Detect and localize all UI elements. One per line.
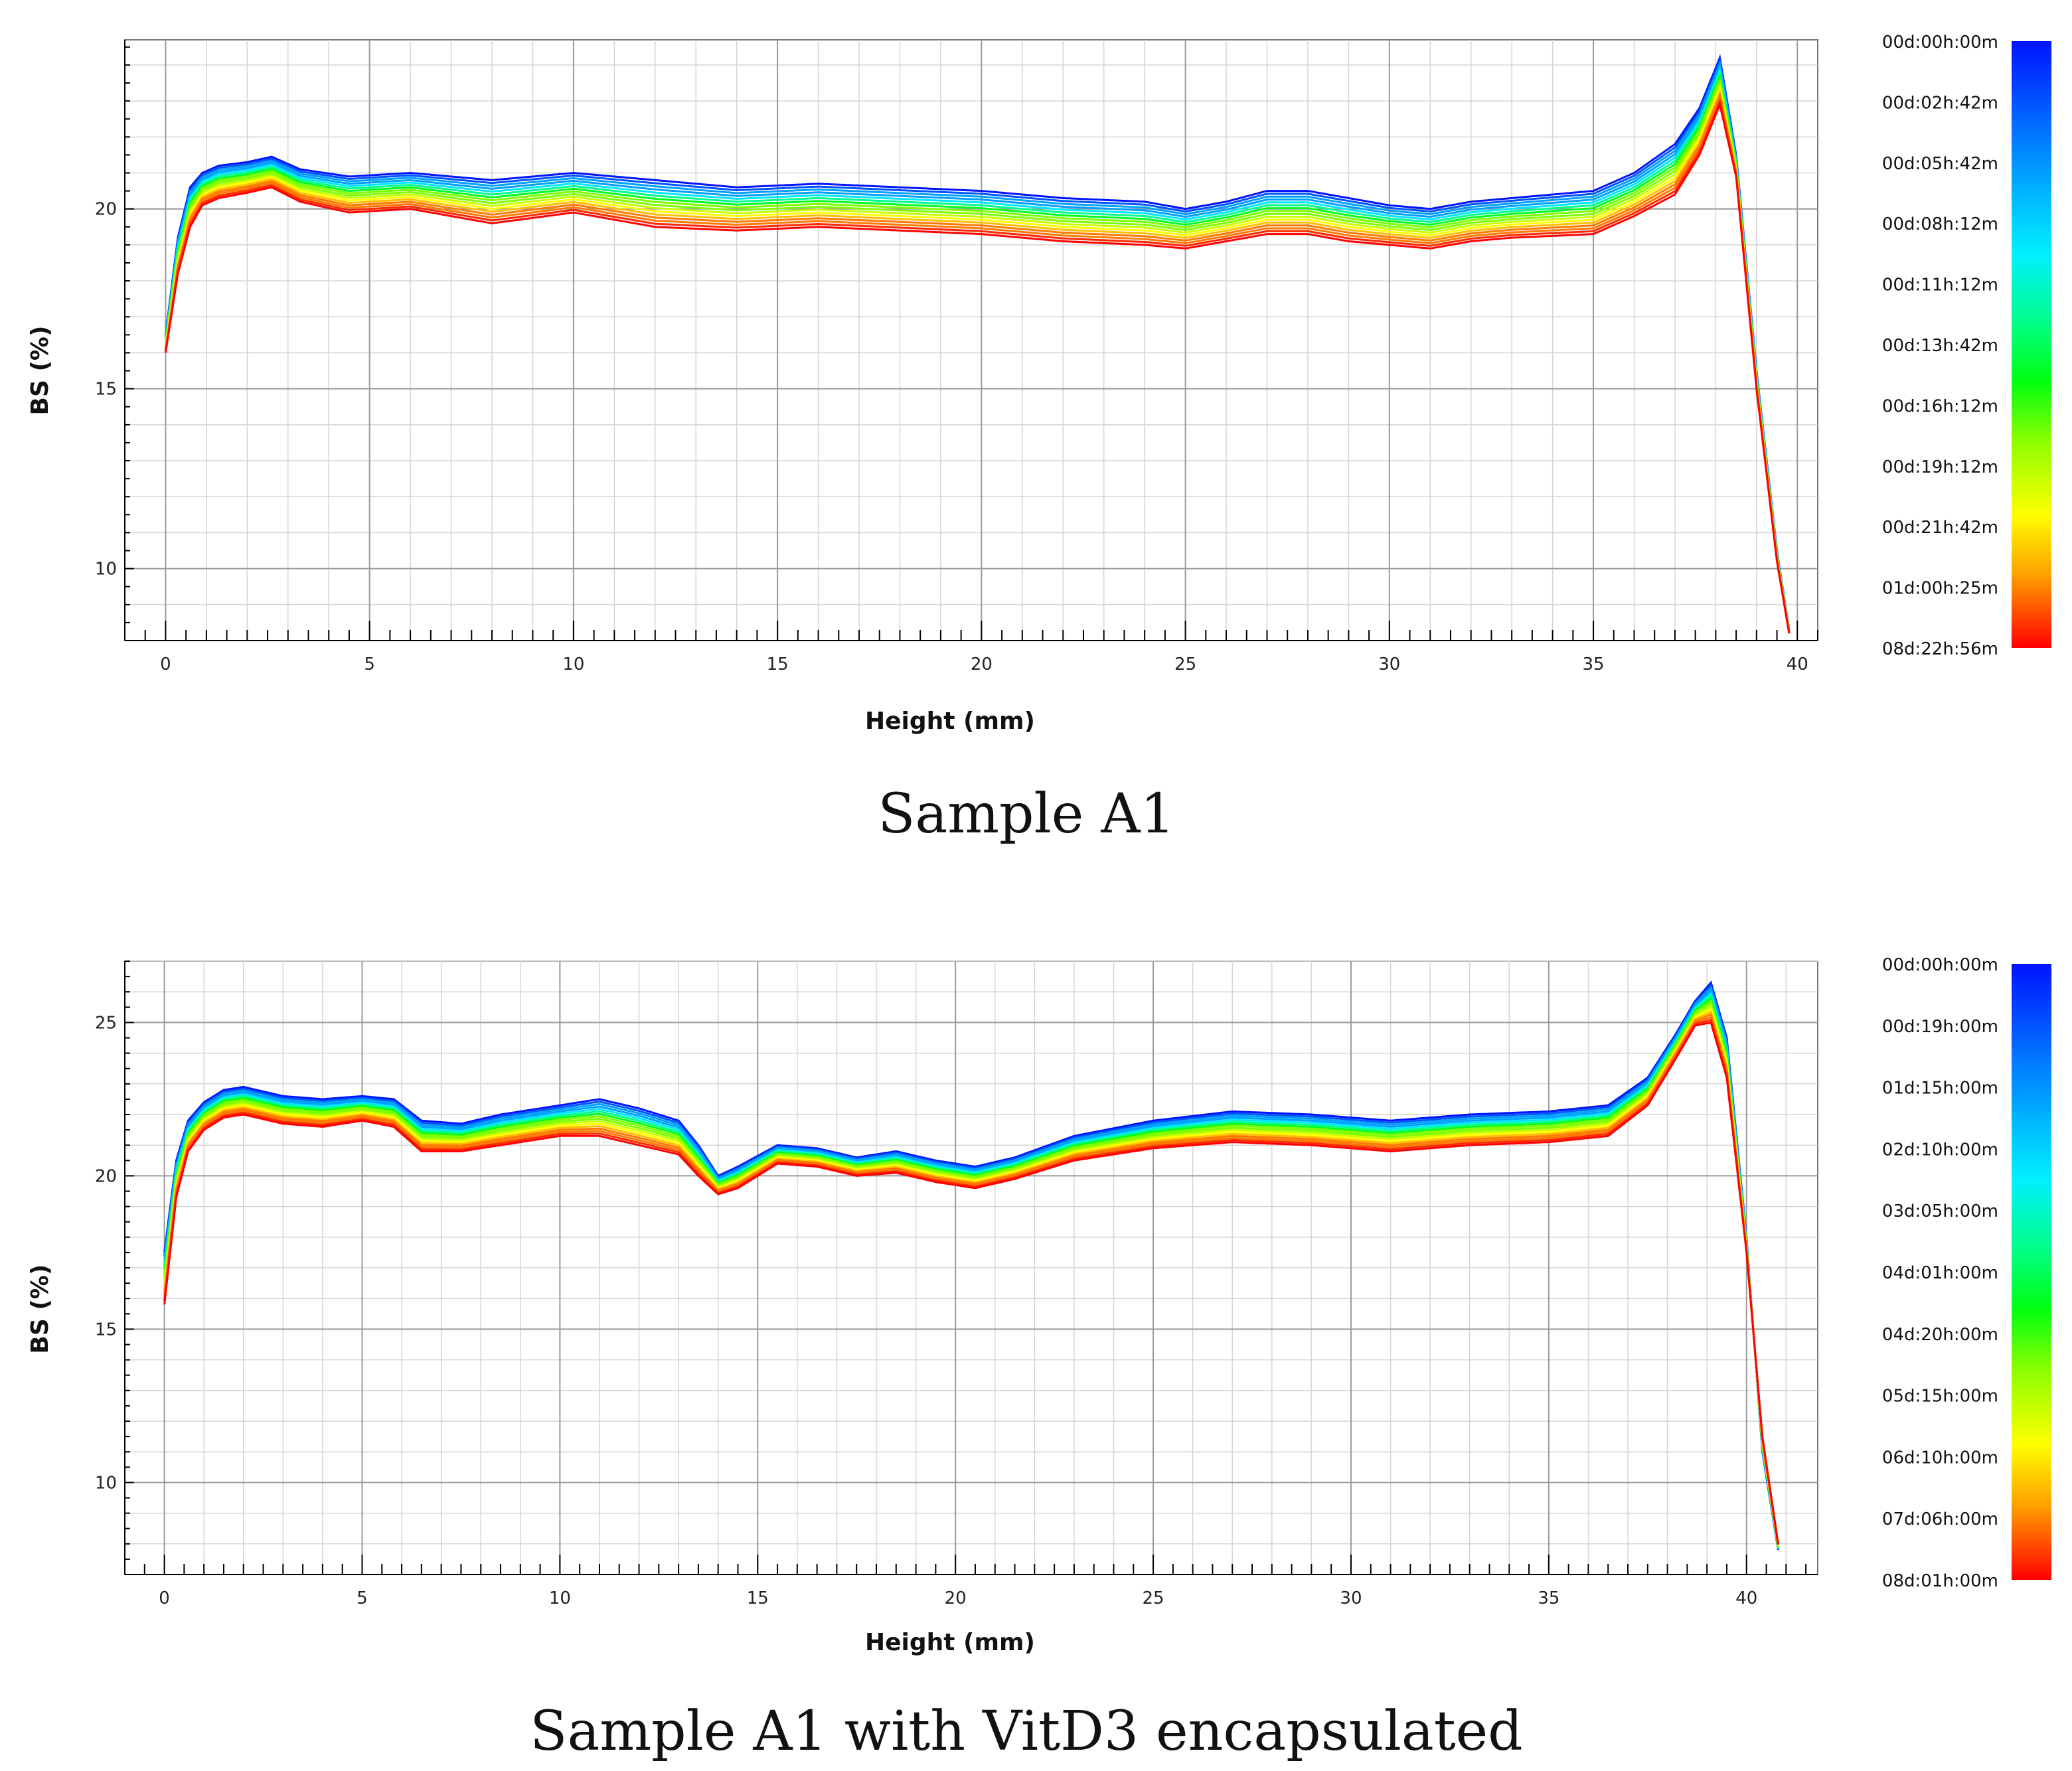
data-series — [163, 980, 1779, 1551]
series-line-15 — [164, 101, 1791, 634]
chart-panel-sample-a1: 0 5 10 15 20 25 30 35 40 10 15 20 BS (%) Height (mm… — [27, 33, 2051, 846]
series-line-6 — [163, 996, 1779, 1548]
chart-caption: Sample A1 — [878, 783, 1175, 846]
legend-label: 00d:02h:42m — [1882, 93, 1998, 113]
series-line-6 — [164, 72, 1791, 632]
colorbar-legend: 00d:00h:00m 00d:02h:42m 00d:05h:42m 00d:08h… — [1882, 33, 1998, 659]
legend-label: 00d:11h:12m — [1882, 275, 1998, 295]
y-tick-label: 10 — [95, 560, 117, 579]
y-axis-title: BS (%) — [27, 326, 54, 416]
series-line-7 — [163, 999, 1779, 1547]
colorbar-legend: 00d:00h:00m 00d:19h:00m 01d:15h:00m 02d:10h… — [1882, 955, 1998, 1591]
x-tick-label: 15 — [767, 654, 789, 674]
legend-label: 00d:00h:00m — [1882, 33, 1998, 52]
grid — [124, 961, 1818, 1575]
x-tick-label: 30 — [1378, 654, 1400, 674]
y-axis-title: BS (%) — [27, 1265, 54, 1354]
x-tick-label: 5 — [364, 654, 375, 674]
series-line-12 — [164, 92, 1791, 633]
x-tick-label: 25 — [1174, 654, 1196, 674]
legend-label: 05d:15h:00m — [1882, 1387, 1998, 1407]
legend-label: 04d:20h:00m — [1882, 1325, 1998, 1345]
series-line-8 — [163, 1002, 1779, 1547]
series-line-10 — [163, 1008, 1779, 1547]
y-tick-label: 20 — [95, 200, 117, 220]
colorbar — [2012, 964, 2051, 1580]
series-line-5 — [164, 70, 1791, 631]
legend-label: 08d:01h:00m — [1882, 1571, 1998, 1591]
x-axis-title: Height (mm) — [865, 708, 1035, 735]
x-axis-title: Height (mm) — [865, 1629, 1035, 1656]
x-tick-label: 0 — [160, 654, 171, 674]
x-tick-label: 10 — [562, 654, 584, 674]
x-tick-label: 20 — [945, 1588, 967, 1608]
series-line-12 — [163, 1013, 1779, 1545]
legend-label: 08d:22h:56m — [1882, 639, 1998, 659]
series-line-8 — [164, 79, 1791, 632]
series-line-3 — [163, 988, 1779, 1549]
series-line-1 — [163, 983, 1779, 1550]
legend-label: 00d:05h:42m — [1882, 154, 1998, 174]
chart-panel-sample-a1-vitd3: 0 5 10 15 20 25 30 35 40 10 15 20 25 BS (%) Height (… — [27, 955, 2051, 1763]
colorbar — [2012, 41, 2051, 648]
series-line-4 — [164, 66, 1791, 631]
series-line-3 — [164, 63, 1791, 631]
y-tick-label: 10 — [95, 1473, 117, 1493]
legend-label: 03d:05h:00m — [1882, 1201, 1998, 1221]
legend-label: 00d:16h:12m — [1882, 396, 1998, 416]
x-tick-label: 35 — [1538, 1588, 1559, 1608]
series-line-13 — [164, 95, 1791, 633]
legend-label: 06d:10h:00m — [1882, 1448, 1998, 1468]
y-tick-label: 15 — [95, 380, 117, 400]
legend-label: 00d:21h:42m — [1882, 518, 1998, 538]
series-line-0 — [163, 980, 1779, 1551]
x-tick-label: 5 — [357, 1588, 368, 1608]
legend-label: 00d:19h:00m — [1882, 1017, 1998, 1037]
series-line-0 — [164, 54, 1791, 630]
series-line-13 — [163, 1016, 1779, 1545]
series-line-11 — [163, 1010, 1779, 1546]
x-tick-label: 40 — [1735, 1588, 1757, 1608]
grid — [124, 39, 1818, 641]
x-tick-label: 20 — [971, 654, 993, 674]
series-line-10 — [164, 85, 1791, 633]
y-tick-label: 20 — [95, 1166, 117, 1186]
y-tick-label: 25 — [95, 1013, 117, 1033]
chart-caption: Sample A1 with VitD3 encapsulated — [530, 1700, 1522, 1763]
y-tick-label: 15 — [95, 1320, 117, 1340]
series-line-2 — [163, 986, 1779, 1550]
axes: 0 5 10 15 20 25 30 35 40 10 15 20 — [95, 40, 1818, 674]
plot-area — [124, 39, 1818, 641]
legend-label: 07d:06h:00m — [1882, 1509, 1998, 1529]
x-tick-label: 35 — [1583, 654, 1605, 674]
series-line-5 — [163, 994, 1779, 1549]
series-line-11 — [164, 88, 1791, 633]
x-tick-label: 25 — [1143, 1588, 1164, 1608]
series-line-7 — [164, 76, 1791, 632]
series-line-4 — [163, 991, 1779, 1549]
legend-label: 01d:00h:25m — [1882, 579, 1998, 599]
x-tick-label: 30 — [1340, 1588, 1362, 1608]
axes: 0 5 10 15 20 25 30 35 40 10 15 20 25 — [95, 961, 1818, 1608]
series-line-15 — [163, 1021, 1779, 1545]
series-line-14 — [164, 98, 1791, 634]
series-line-1 — [164, 57, 1791, 631]
series-line-9 — [164, 82, 1791, 633]
x-tick-label: 10 — [549, 1588, 571, 1608]
legend-label: 00d:00h:00m — [1882, 955, 1998, 975]
x-tick-label: 40 — [1787, 654, 1808, 674]
data-series — [164, 54, 1791, 634]
series-line-9 — [163, 1005, 1779, 1547]
legend-label: 00d:19h:12m — [1882, 457, 1998, 477]
legend-label: 04d:01h:00m — [1882, 1263, 1998, 1283]
series-line-14 — [163, 1018, 1779, 1545]
legend-label: 00d:08h:12m — [1882, 214, 1998, 234]
x-tick-label: 15 — [747, 1588, 769, 1608]
x-tick-label: 0 — [159, 1588, 170, 1608]
legend-label: 01d:15h:00m — [1882, 1079, 1998, 1099]
series-line-2 — [164, 60, 1791, 631]
legend-label: 00d:13h:42m — [1882, 336, 1998, 356]
legend-label: 02d:10h:00m — [1882, 1140, 1998, 1160]
